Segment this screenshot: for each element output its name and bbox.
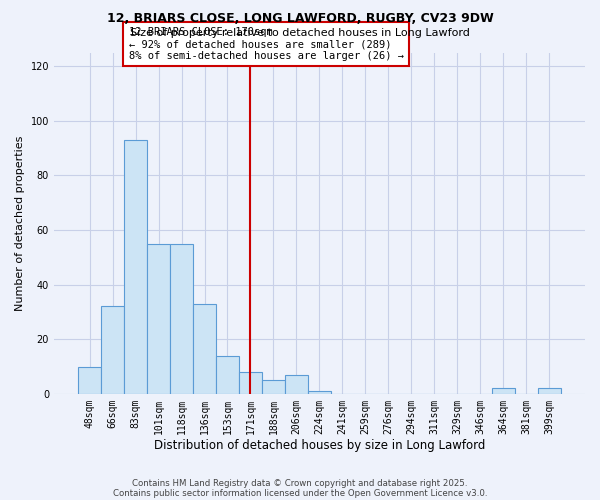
- Bar: [239, 372, 262, 394]
- X-axis label: Distribution of detached houses by size in Long Lawford: Distribution of detached houses by size …: [154, 440, 485, 452]
- Text: Contains HM Land Registry data © Crown copyright and database right 2025.: Contains HM Land Registry data © Crown c…: [132, 478, 468, 488]
- Text: 12, BRIARS CLOSE, LONG LAWFORD, RUGBY, CV23 9DW: 12, BRIARS CLOSE, LONG LAWFORD, RUGBY, C…: [107, 12, 493, 26]
- Bar: [124, 140, 147, 394]
- Text: Contains public sector information licensed under the Open Government Licence v3: Contains public sector information licen…: [113, 488, 487, 498]
- Text: Size of property relative to detached houses in Long Lawford: Size of property relative to detached ho…: [130, 28, 470, 38]
- Bar: [216, 356, 239, 394]
- Bar: [308, 391, 331, 394]
- Text: 12 BRIARS CLOSE: 170sqm
← 92% of detached houses are smaller (289)
8% of semi-de: 12 BRIARS CLOSE: 170sqm ← 92% of detache…: [128, 28, 404, 60]
- Y-axis label: Number of detached properties: Number of detached properties: [15, 136, 25, 311]
- Bar: [492, 388, 515, 394]
- Bar: [170, 244, 193, 394]
- Bar: [193, 304, 216, 394]
- Bar: [147, 244, 170, 394]
- Bar: [285, 374, 308, 394]
- Bar: [538, 388, 561, 394]
- Bar: [101, 306, 124, 394]
- Bar: [78, 366, 101, 394]
- Bar: [262, 380, 285, 394]
